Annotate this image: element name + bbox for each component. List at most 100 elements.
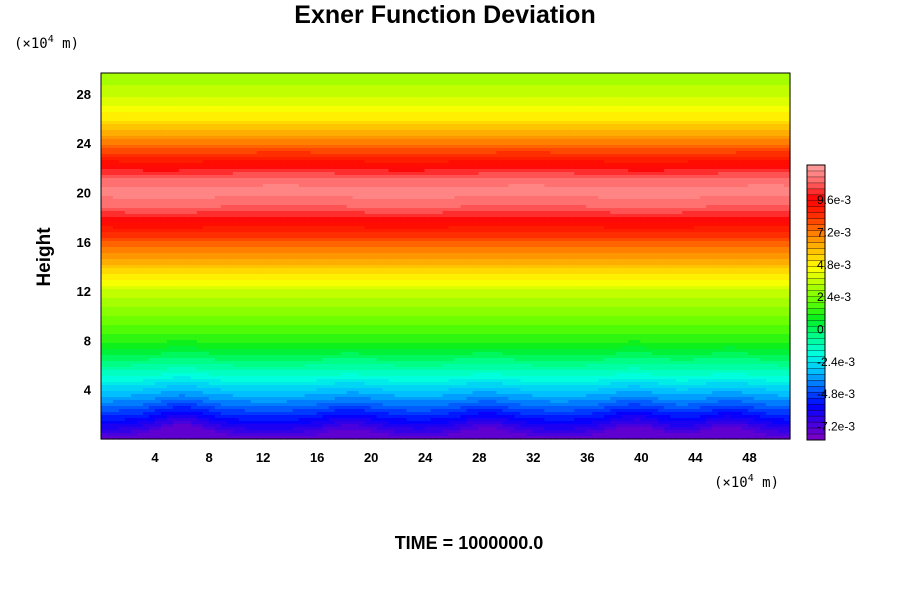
field-cell: [754, 76, 761, 80]
field-cell: [310, 97, 318, 101]
field-cell: [124, 79, 132, 83]
field-cell: [106, 118, 114, 122]
field-cell: [718, 103, 725, 107]
field-cell: [136, 79, 144, 83]
field-cell: [706, 124, 713, 128]
field-cell: [628, 127, 635, 131]
field-cell: [214, 103, 222, 107]
field-cell: [358, 112, 366, 116]
field-cell: [346, 106, 354, 110]
field-cell: [352, 103, 360, 107]
field-cell: [328, 115, 336, 119]
field-cell: [688, 112, 695, 116]
field-cell: [154, 73, 162, 77]
field-cell: [574, 112, 581, 116]
field-cell: [172, 121, 180, 125]
field-cell: [400, 85, 408, 89]
field-cell: [724, 79, 731, 83]
field-cell: [280, 97, 288, 101]
y-unit-label: (×104 m): [14, 34, 79, 52]
field-cell: [466, 82, 474, 86]
field-cell: [418, 82, 426, 86]
field-cell: [634, 100, 641, 104]
field-cell: [712, 97, 719, 101]
field-cell: [226, 109, 234, 113]
field-cell: [101, 121, 108, 125]
field-cell: [238, 85, 246, 89]
field-cell: [316, 112, 324, 116]
field-cell: [280, 118, 288, 122]
field-cell: [106, 115, 114, 119]
field-cell: [736, 112, 743, 116]
field-cell: [718, 109, 725, 113]
field-cell: [208, 73, 216, 77]
field-cell: [640, 73, 647, 77]
field-cell: [424, 127, 432, 131]
field-cell: [274, 91, 282, 95]
field-cell: [358, 73, 366, 77]
field-cell: [388, 97, 396, 101]
field-cell: [148, 82, 156, 86]
field-cell: [694, 76, 701, 80]
field-cell: [190, 124, 198, 128]
field-cell: [214, 100, 222, 104]
field-cell: [568, 103, 575, 107]
field-cell: [220, 76, 228, 80]
field-cell: [358, 97, 366, 101]
field-cell: [694, 97, 701, 101]
field-cell: [280, 124, 288, 128]
field-cell: [538, 79, 545, 83]
field-cell: [220, 97, 228, 101]
field-cell: [166, 130, 174, 134]
field-cell: [646, 103, 653, 107]
field-cell: [250, 100, 258, 104]
field-cell: [712, 73, 719, 77]
field-cell: [556, 79, 563, 83]
field-cell: [610, 127, 617, 131]
field-cell: [760, 103, 767, 107]
field-cell: [676, 115, 683, 119]
field-cell: [544, 130, 551, 134]
field-cell: [670, 127, 677, 131]
field-cell: [754, 85, 761, 89]
field-cell: [550, 121, 557, 125]
field-cell: [304, 130, 312, 134]
field-cell: [232, 115, 240, 119]
field-cell: [712, 103, 719, 107]
field-cell: [220, 115, 228, 119]
field-cell: [412, 94, 420, 98]
field-cell: [106, 124, 114, 128]
field-cell: [316, 130, 324, 134]
field-cell: [166, 118, 174, 122]
field-cell: [142, 112, 150, 116]
field-cell: [436, 103, 444, 107]
field-cell: [484, 121, 492, 125]
field-cell: [178, 79, 186, 83]
field-cell: [340, 85, 348, 89]
field-cell: [562, 124, 569, 128]
field-cell: [394, 112, 402, 116]
field-cell: [730, 82, 737, 86]
field-cell: [508, 79, 515, 83]
field-cell: [442, 127, 450, 131]
field-cell: [274, 88, 282, 92]
field-cell: [658, 97, 665, 101]
field-cell: [784, 118, 791, 122]
field-cell: [532, 76, 539, 80]
field-cell: [388, 106, 396, 110]
field-cell: [556, 91, 563, 95]
field-cell: [136, 103, 144, 107]
field-cell: [484, 76, 492, 80]
field-cell: [664, 115, 671, 119]
field-cell: [712, 79, 719, 83]
field-cell: [484, 85, 492, 89]
field-cell: [706, 85, 713, 89]
field-cell: [346, 97, 354, 101]
field-cell: [316, 91, 324, 95]
field-cell: [526, 100, 533, 104]
field-cell: [526, 130, 533, 134]
field-cell: [328, 130, 336, 134]
field-cell: [514, 85, 521, 89]
field-cell: [544, 115, 551, 119]
field-cell: [208, 91, 216, 95]
